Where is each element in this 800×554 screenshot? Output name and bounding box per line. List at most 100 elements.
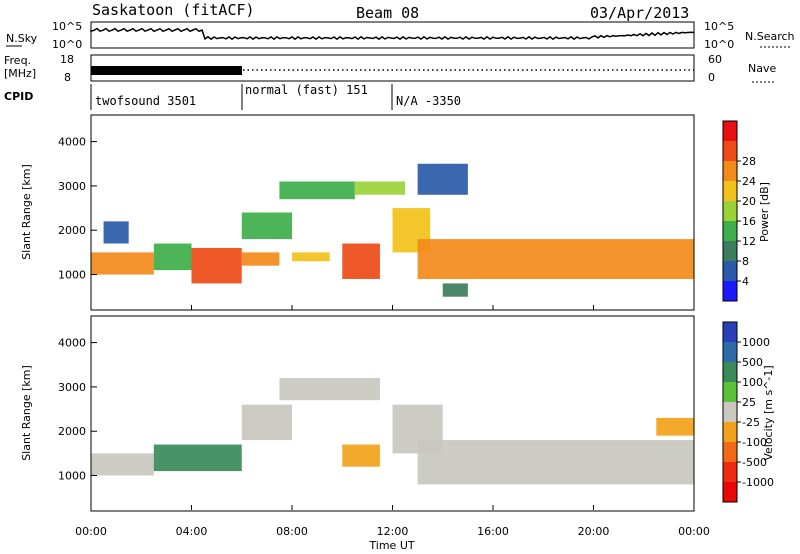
velocity-ytick-label-0: 1000 — [58, 470, 86, 483]
nsky-label: N.Sky — [6, 32, 38, 45]
power-region-11 — [417, 239, 694, 279]
velocity-panel: 1000 2000 3000 4000 Slant Range [km] 1000 50… — [20, 315, 775, 512]
velocity-cbar-frame — [722, 321, 738, 503]
power-region-3 — [191, 247, 242, 284]
power-cbar-tick-label-2: 12 — [742, 235, 756, 248]
velocity-y-axis: 1000 2000 3000 4000 — [58, 337, 97, 483]
beam-title: Beam 08 — [356, 4, 419, 22]
power-cbar-swatch-4 — [723, 201, 737, 221]
power-region-2 — [153, 243, 192, 271]
velocity-region-2 — [241, 404, 292, 441]
cpid-label: CPID — [4, 90, 33, 103]
power-region-1 — [103, 221, 129, 244]
velocity-cbar-swatch-3 — [723, 382, 737, 402]
velocity-cbar-tick-label-0: 1000 — [742, 336, 770, 349]
velocity-region-0 — [91, 453, 154, 476]
cpid-segment-1: twofsound 3501 — [95, 94, 196, 108]
power-cbar-swatch-0 — [723, 281, 737, 301]
power-cbar-tick-label-6: 28 — [742, 155, 756, 168]
power-region-9 — [354, 181, 406, 195]
power-cbar-tick-label-3: 16 — [742, 215, 756, 228]
nsky-frame — [90, 21, 695, 49]
date-title: 03/Apr/2013 — [590, 4, 689, 22]
velocity-cbar-swatch-8 — [723, 482, 737, 502]
velocity-ylabel: Slant Range [km] — [20, 365, 33, 461]
velocity-cbar-tick-label-6: -500 — [742, 456, 767, 469]
xtick-label-3: 12:00 — [377, 525, 409, 538]
power-cbar-tick-label-4: 20 — [742, 195, 756, 208]
cpid-segment-3: N/A -3350 — [396, 94, 461, 108]
velocity-region-6 — [417, 440, 694, 485]
nave-label: Nave — [748, 62, 776, 75]
freq-label-2: [MHz] — [4, 67, 36, 80]
velocity-ytick-label-2: 3000 — [58, 381, 86, 394]
velocity-cbar-swatch-4 — [723, 402, 737, 422]
velocity-ytick-label-1: 2000 — [58, 425, 86, 438]
power-cbar-swatch-5 — [723, 181, 737, 201]
power-region-7 — [292, 252, 330, 262]
xtick-label-2: 08:00 — [276, 525, 308, 538]
power-region-5 — [241, 212, 292, 240]
power-ytick-label-2: 3000 — [58, 180, 86, 193]
x-axis: 00:00 04:00 08:00 12:00 16:00 20:00 00:00 — [75, 305, 710, 538]
power-cbar-frame — [722, 120, 738, 302]
power-data — [91, 163, 694, 297]
velocity-cbar-swatch-0 — [723, 322, 737, 342]
power-ytick-label-0: 1000 — [58, 269, 86, 282]
nsky-trace — [90, 27, 695, 41]
nave-tick-bottom: 0 — [708, 71, 715, 84]
power-cbar-swatch-1 — [723, 261, 737, 281]
nsky-tick-top: 10^5 — [52, 20, 82, 33]
power-cbar-tick-label-0: 4 — [742, 275, 749, 288]
nsearch-tick-top: 10^5 — [704, 20, 734, 33]
velocity-cbar-tick-label-2: 100 — [742, 376, 763, 389]
cpid-segment-2: normal (fast) 151 — [245, 83, 368, 97]
power-y-axis: 1000 2000 3000 4000 — [58, 136, 97, 282]
nsearch-label: N.Search — [745, 30, 795, 43]
nsearch-tick-bottom: 10^0 — [704, 38, 734, 51]
velocity-frame — [90, 315, 695, 512]
power-cbar-swatch-6 — [723, 161, 737, 181]
velocity-cbar-swatch-6 — [723, 442, 737, 462]
velocity-cbar-tick-label-7: -1000 — [742, 476, 774, 489]
velocity-region-4 — [342, 444, 380, 467]
power-region-12 — [417, 163, 468, 195]
power-panel: 1000 2000 3000 4000 Slant Range [km] 4 8 12 16… — [20, 114, 771, 311]
power-cbar-swatch-8 — [723, 121, 737, 141]
xtick-label-1: 04:00 — [176, 525, 208, 538]
freq-trace-twofsound — [91, 66, 242, 75]
freq-tick-top: 18 — [60, 53, 74, 66]
velocity-region-3 — [279, 378, 380, 401]
power-cbar-swatch-7 — [723, 141, 737, 161]
velocity-region-1 — [153, 444, 242, 472]
velocity-region-7 — [656, 417, 694, 436]
velocity-cbar-swatch-2 — [723, 362, 737, 382]
power-cbar-label: Power [dB] — [758, 182, 771, 242]
velocity-cbar-label: Velocity [m s^-1] — [762, 365, 775, 460]
power-colorbar: 4 8 12 16 20 24 28 — [722, 120, 756, 302]
freq-tick-bottom: 8 — [64, 71, 71, 84]
freq-label-1: Freq. — [4, 54, 31, 67]
x-axis-label: Time UT — [368, 539, 414, 552]
power-ylabel: Slant Range [km] — [20, 164, 33, 260]
power-cbar-swatch-3 — [723, 221, 737, 241]
velocity-data — [91, 378, 694, 485]
xtick-label-4: 16:00 — [477, 525, 509, 538]
nsky-panel: N.Sky 10^5 10^0 10^5 10^0 N.Search — [6, 20, 795, 51]
velocity-colorbar: 1000 500 100 25 -25 -100 -500 -1000 — [722, 321, 774, 503]
power-cbar-swatch-2 — [723, 241, 737, 261]
power-region-0 — [91, 252, 154, 275]
power-region-13 — [442, 283, 468, 297]
freq-panel: Freq. [MHz] 18 8 60 0 Nave — [4, 53, 776, 84]
nave-tick-top: 60 — [708, 53, 722, 66]
velocity-cbar-tick-label-3: 25 — [742, 396, 756, 409]
xtick-label-0: 00:00 — [75, 525, 107, 538]
velocity-cbar-tick-label-4: -25 — [742, 416, 760, 429]
cpid-row: CPID twofsound 3501 normal (fast) 151 N/… — [4, 83, 461, 110]
velocity-ytick-label-3: 4000 — [58, 337, 86, 350]
power-cbar-tick-label-1: 8 — [742, 255, 749, 268]
power-region-8 — [342, 243, 380, 279]
nsky-tick-bottom: 10^0 — [52, 38, 82, 51]
xtick-label-6: 00:00 — [678, 525, 710, 538]
